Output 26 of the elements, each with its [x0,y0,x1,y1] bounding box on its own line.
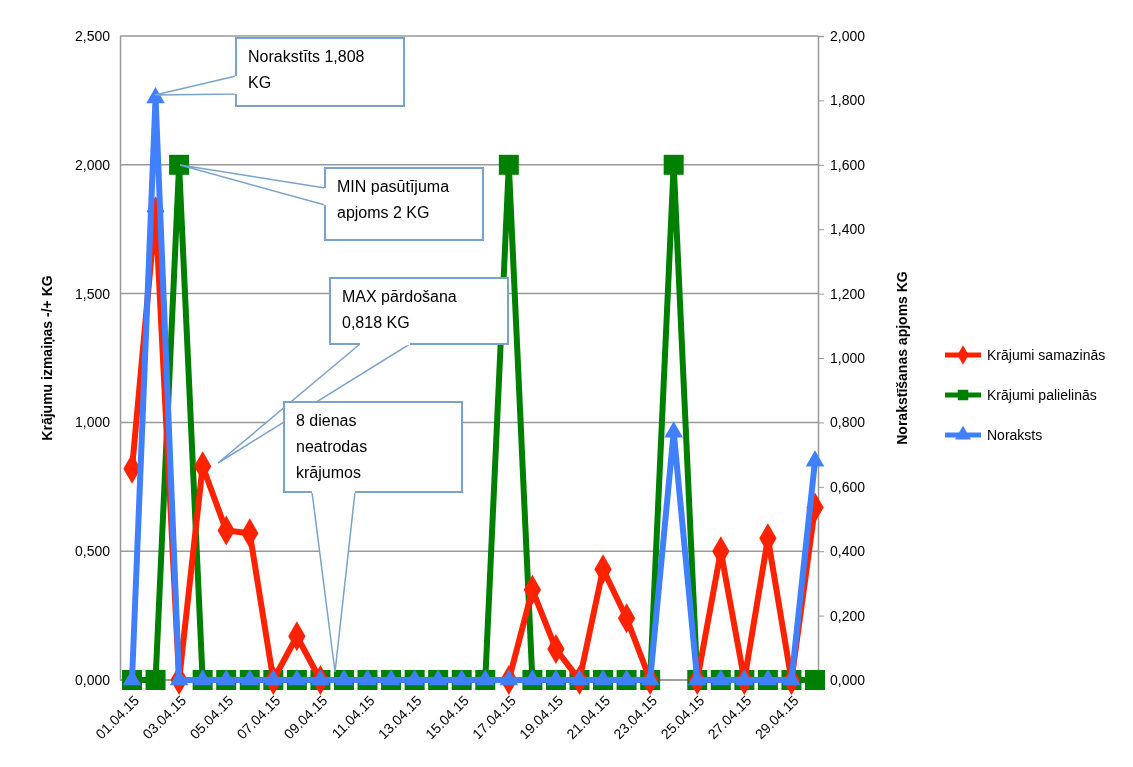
y2-tick-label: 1,400 [830,221,866,238]
y2-tick-label: 0,400 [830,543,866,560]
y2-tick-label: 1,000 [830,349,866,366]
legend-label: Noraksts [987,426,1043,443]
y-tick-label: 2,000 [74,156,111,173]
y-tick-label: 2,500 [74,27,111,44]
y2-axis-title: Norakstīšanas apjoms KG [894,271,910,445]
y2-tick-label: 0,600 [830,478,866,495]
y2-tick-label: 2,000 [830,27,866,44]
annotation: MAX pārdošana 0,818 KG [342,288,457,331]
y-tick-label: 0,500 [74,543,111,560]
y2-tick-label: 1,800 [830,92,866,109]
y2-tick-label: 1,600 [830,156,866,173]
y2-tick-label: 1,200 [830,285,866,302]
annotation: 8 dienas neatrodas krājumos [296,412,368,481]
annotation: MIN pasūtījuma apjoms 2 KG [337,178,450,221]
y-tick-label: 0,000 [74,671,111,688]
y-tick-label: 1,500 [74,285,111,302]
y2-tick-label: 0,000 [830,671,866,688]
y2-tick-label: 0,800 [830,414,866,431]
y-axis-title: Krājumu izmaiņas -/+ KG [39,275,55,441]
y-tick-label: 1,000 [74,414,111,431]
annotation: Norakstīts 1,808 KG [248,48,365,91]
y2-tick-label: 0,200 [830,607,866,624]
legend-label: Krājumi samazinās [987,346,1106,363]
legend-label: Krājumi palielinās [987,386,1097,403]
